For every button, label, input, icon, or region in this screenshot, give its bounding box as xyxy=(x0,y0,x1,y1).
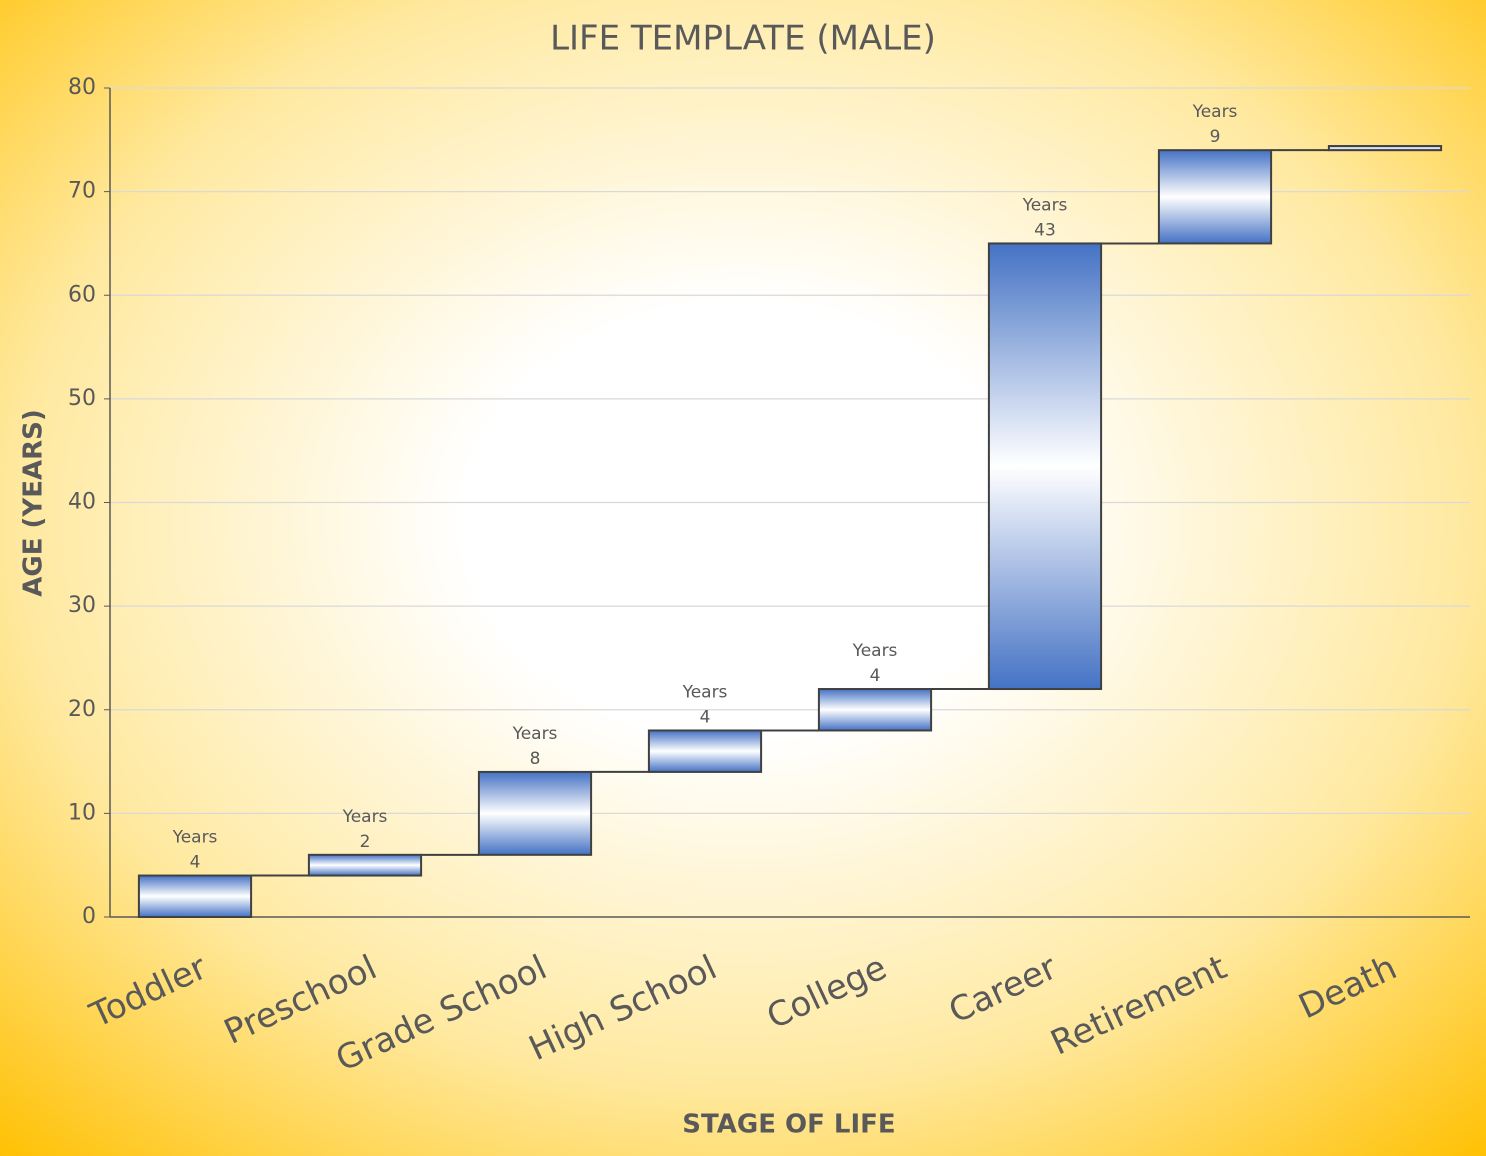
bar xyxy=(137,874,253,918)
data-label: Years 9 xyxy=(1192,102,1238,147)
y-tick-label: 70 xyxy=(68,179,96,204)
chart-title: LIFE TEMPLATE (MALE) xyxy=(550,19,936,59)
y-tick-label: 80 xyxy=(68,75,96,100)
data-label: Years 43 xyxy=(1022,195,1068,240)
bar xyxy=(987,242,1103,691)
y-tick-label: 40 xyxy=(68,490,96,515)
bar xyxy=(1157,149,1273,245)
y-tick-label: 60 xyxy=(68,282,96,307)
bar xyxy=(817,688,933,732)
data-label: Years 8 xyxy=(512,724,558,769)
data-label: Years 4 xyxy=(682,682,728,727)
y-tick-label: 20 xyxy=(68,697,96,722)
data-label: Years 4 xyxy=(172,828,218,873)
y-axis-title: AGE (YEARS) xyxy=(19,409,49,597)
data-label: Years 2 xyxy=(342,807,388,852)
bar xyxy=(307,853,423,877)
bar xyxy=(1327,145,1443,152)
y-tick-label: 50 xyxy=(68,386,96,411)
bar xyxy=(477,770,593,856)
bar xyxy=(647,729,763,773)
x-axis-title: STAGE OF LIFE xyxy=(682,1110,895,1140)
y-tick-label: 10 xyxy=(68,800,96,825)
y-tick-label: 0 xyxy=(82,904,96,929)
data-label: Years 4 xyxy=(852,641,898,686)
y-tick-label: 30 xyxy=(68,593,96,618)
